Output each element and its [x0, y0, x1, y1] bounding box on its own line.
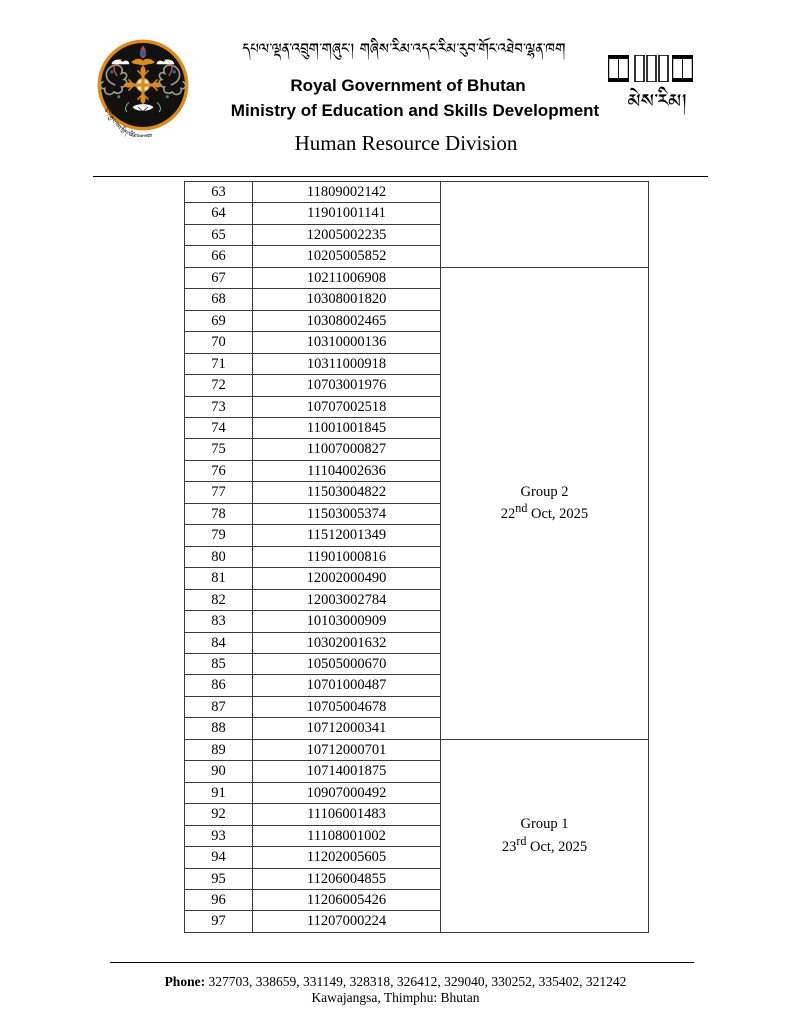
svg-text:འབྲུག་རྒྱལ་ཁབ་སྲིད་འཛིན་ལྷན་ཁག: འབྲུག་རྒྱལ་ཁབ་སྲིད་འཛིན་ལྷན་ཁག	[102, 104, 154, 137]
